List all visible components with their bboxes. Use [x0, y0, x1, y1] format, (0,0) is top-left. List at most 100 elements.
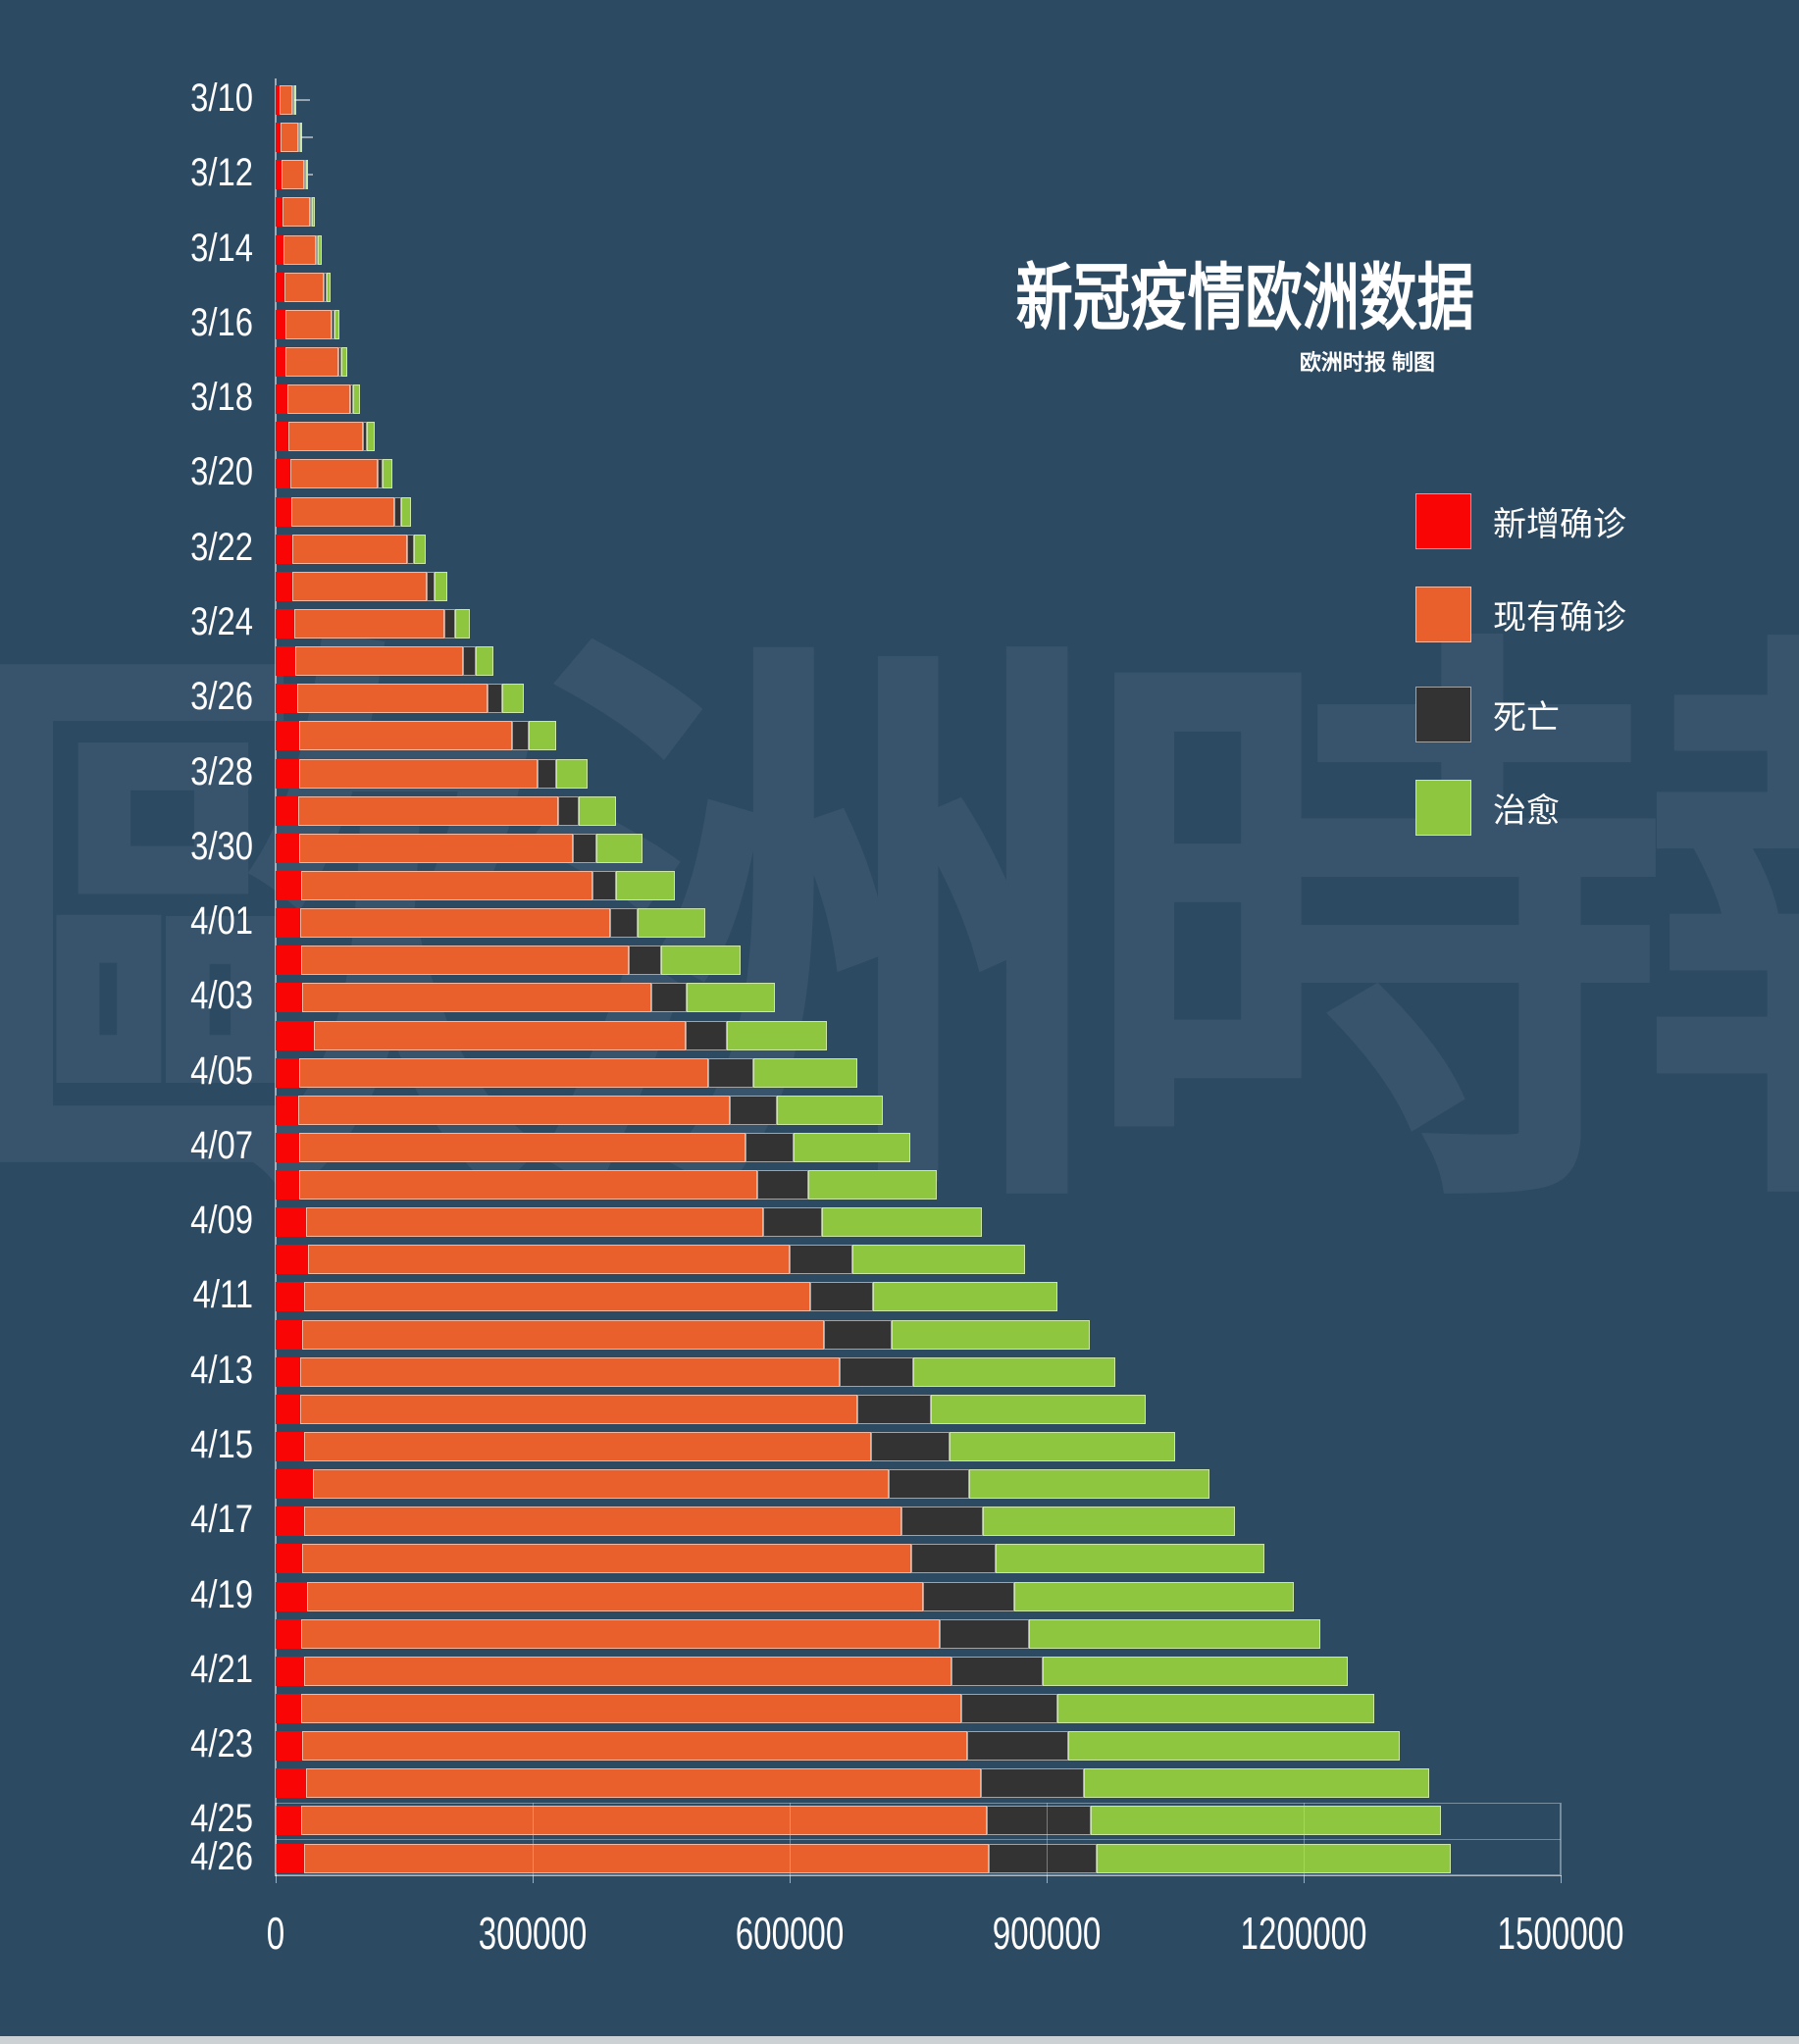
bar-segment-recovered: [891, 1319, 1090, 1350]
bar-segment-deaths: [729, 1095, 777, 1125]
bar-segment-existing-confirmed: [295, 646, 464, 677]
bar-segment-deaths: [297, 123, 300, 153]
bar-segment-new-confirmed: [276, 459, 290, 489]
bar-segment-recovered: [341, 346, 348, 377]
highlight-gridline: [276, 1803, 277, 1875]
bar-segment-recovered: [556, 758, 588, 789]
bar-row-3/31: [276, 870, 675, 900]
bar-segment-existing-confirmed: [302, 1319, 824, 1350]
bar-segment-existing-confirmed: [299, 1170, 757, 1201]
bar-segment-existing-confirmed: [299, 833, 574, 863]
bar-row-4/01: [276, 908, 705, 939]
bar-segment-existing-confirmed: [283, 234, 317, 265]
bar-row-4/25: [276, 1806, 1441, 1836]
x-axis-label-1200000: 1200000: [1240, 1908, 1367, 1959]
bar-segment-new-confirmed: [276, 1057, 300, 1088]
bar-segment-deaths: [650, 983, 688, 1013]
bar-segment-deaths: [889, 1469, 970, 1500]
bar-segment-recovered: [1028, 1618, 1320, 1649]
bar-row-3/23: [276, 571, 447, 601]
y-axis-label-4/15: 4/15: [190, 1423, 253, 1467]
x-axis-label-0: 0: [266, 1908, 285, 1959]
y-axis-label-4/26: 4/26: [190, 1834, 253, 1878]
bar-row-3/30: [276, 833, 642, 863]
bar-segment-existing-confirmed: [303, 1507, 901, 1537]
legend-swatch-deaths: [1415, 687, 1471, 742]
bar-segment-recovered: [912, 1356, 1115, 1387]
bar-segment-deaths: [756, 1170, 809, 1201]
bar-segment-deaths: [487, 684, 502, 714]
bar-segment-recovered: [776, 1095, 884, 1125]
y-axis-label-4/05: 4/05: [190, 1048, 253, 1093]
bar-segment-new-confirmed: [276, 346, 286, 377]
bar-segment-existing-confirmed: [308, 1245, 790, 1275]
bar-segment-new-confirmed: [276, 309, 285, 339]
bar-segment-existing-confirmed: [307, 1581, 924, 1611]
bar-segment-recovered: [931, 1394, 1147, 1424]
y-axis-label-3/18: 3/18: [190, 376, 253, 420]
bar-segment-recovered: [1043, 1656, 1348, 1686]
bar-segment-new-confirmed: [276, 1170, 300, 1201]
bar-row-3/14: [276, 234, 323, 265]
bar-segment-new-confirmed: [276, 384, 288, 415]
bar-segment-existing-confirmed: [284, 309, 332, 339]
bar-segment-new-confirmed: [276, 608, 295, 639]
legend-label-existing-confirmed: 现有确诊: [1493, 599, 1626, 637]
bottom-footer-strip: [0, 2036, 1799, 2044]
chart-title: 新冠疫情欧洲数据: [1015, 257, 1474, 338]
y-axis-label-3/22: 3/22: [190, 525, 253, 569]
bar-segment-existing-confirmed: [298, 721, 513, 751]
y-axis-label-3/20: 3/20: [190, 450, 253, 494]
bar-segment-new-confirmed: [276, 1544, 303, 1574]
x-axis-label-600000: 600000: [735, 1908, 845, 1959]
legend-item-recovered: 治愈: [1415, 780, 1560, 836]
bar-row-3/28: [276, 758, 588, 789]
bar-row-4/20: [276, 1618, 1320, 1649]
bar-segment-new-confirmed: [276, 496, 291, 527]
bar-segment-existing-confirmed: [313, 1469, 890, 1500]
bar-row-4/11: [276, 1282, 1058, 1312]
bar-segment-existing-confirmed: [283, 272, 324, 302]
bar-segment-recovered: [950, 1432, 1175, 1462]
bar-segment-deaths: [592, 870, 616, 900]
bar-segment-deaths: [337, 346, 342, 377]
bar-row-3/12: [276, 160, 309, 190]
bar-segment-recovered: [435, 571, 447, 601]
legend-label-deaths: 死亡: [1493, 699, 1560, 737]
bar-segment-existing-confirmed: [280, 123, 298, 153]
bar-segment-new-confirmed: [276, 1731, 303, 1762]
bar-segment-deaths: [331, 309, 334, 339]
highlight-gridline: [1561, 1803, 1562, 1875]
bar-segment-existing-confirmed: [301, 1618, 940, 1649]
legend-swatch-new-confirmed: [1415, 493, 1471, 549]
bar-segment-new-confirmed: [276, 1843, 304, 1873]
bar-segment-existing-confirmed: [296, 684, 488, 714]
bar-row-3/13: [276, 197, 316, 228]
bar-segment-new-confirmed: [276, 422, 289, 452]
x-axis-label-1500000: 1500000: [1497, 1908, 1624, 1959]
bar-row-4/23: [276, 1731, 1400, 1762]
bar-segment-existing-confirmed: [305, 1207, 763, 1238]
bar-row-4/18: [276, 1544, 1264, 1574]
bar-segment-recovered: [1013, 1581, 1295, 1611]
bar-segment-recovered: [595, 833, 642, 863]
bar-row-4/14: [276, 1394, 1147, 1424]
y-axis-label-3/16: 3/16: [190, 300, 253, 344]
bar-segment-deaths: [303, 160, 306, 190]
y-axis-label-3/28: 3/28: [190, 749, 253, 793]
bar-segment-existing-confirmed: [299, 758, 539, 789]
bar-segment-recovered: [687, 983, 776, 1013]
bar-row-4/15: [276, 1432, 1175, 1462]
bar-segment-existing-confirmed: [303, 1843, 989, 1873]
bar-segment-deaths: [538, 758, 557, 789]
bar-segment-recovered: [996, 1544, 1264, 1574]
y-axis-label-3/26: 3/26: [190, 675, 253, 719]
bar-segment-existing-confirmed: [282, 197, 310, 228]
bar-row-3/29: [276, 795, 616, 826]
bar-segment-new-confirmed: [276, 197, 283, 228]
legend-item-new-confirmed: 新增确诊: [1415, 493, 1626, 549]
bar-segment-recovered: [400, 496, 411, 527]
bar-segment-new-confirmed: [276, 571, 293, 601]
bar-segment-recovered: [414, 534, 426, 564]
x-axis-line: [276, 1875, 1562, 1876]
